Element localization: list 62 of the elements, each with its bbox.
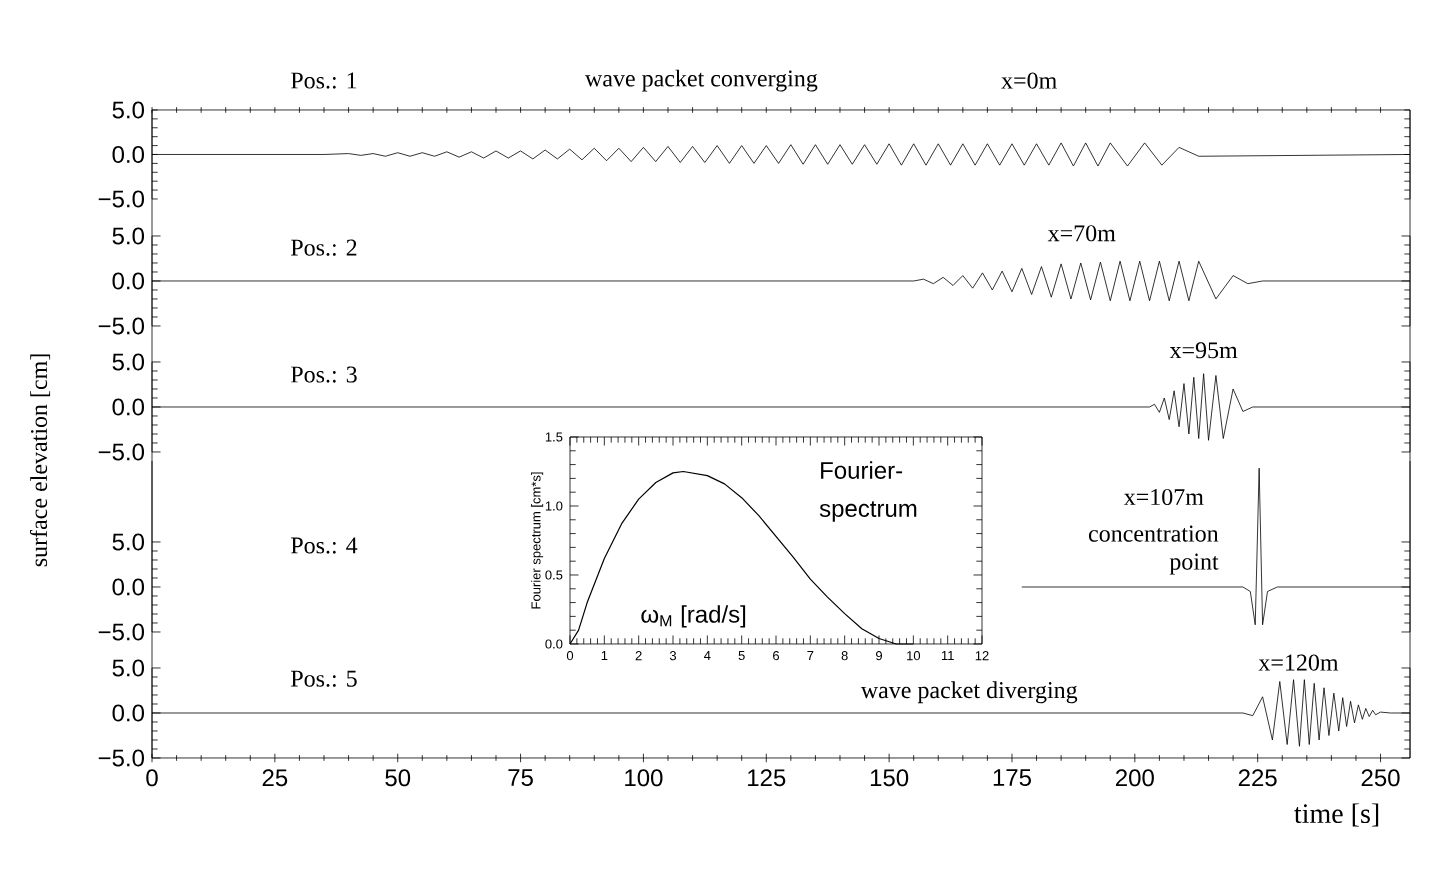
annotation: concentration point	[1088, 525, 1219, 575]
x-tick-label: 0	[566, 651, 574, 661]
y-tick-label: 5.0	[112, 659, 145, 677]
x-tick-label: 3	[669, 651, 677, 661]
x-tick-label: 250	[1361, 769, 1400, 787]
y-tick-label: 0.0	[112, 272, 145, 290]
y-tick-label: −5.0	[98, 443, 145, 461]
y-tick-label: 0.0	[112, 398, 145, 416]
y-tick-label: 0.5	[545, 570, 563, 580]
annotation: spectrum	[819, 501, 917, 522]
x-tick-label: 25	[262, 769, 288, 787]
annotation: Pos.: 5	[291, 670, 357, 687]
x-tick-label: 7	[807, 651, 814, 660]
x-tick-label: 11	[941, 651, 954, 660]
y-tick-label: −5.0	[98, 317, 145, 335]
x-tick-label: 150	[870, 769, 909, 787]
x-tick-label: 6	[773, 651, 780, 661]
x-tick-label: 9	[875, 651, 883, 661]
annotation: Pos.: 4	[291, 537, 358, 554]
y-tick-label: −5.0	[98, 623, 145, 641]
x-tick-label: 1	[601, 651, 608, 660]
x-tick-label: 50	[385, 769, 411, 787]
annotation: Pos.: 3	[291, 366, 357, 383]
x-tick-label: 10	[907, 651, 921, 661]
y-tick-label: 1.0	[545, 501, 563, 511]
text: x=0m	[1001, 72, 1057, 89]
text: wave packet converging	[585, 69, 818, 92]
x-tick-label: 175	[993, 769, 1031, 787]
y-axis-title: surface elevation [cm]	[29, 354, 51, 567]
y-tick-label: 0.0	[112, 704, 145, 722]
annotation: Pos.: 2	[291, 239, 357, 256]
x-axis-title: time [s]	[1294, 803, 1379, 827]
y-tick-label: 0.0	[545, 639, 563, 649]
annotation: wave packet diverging	[860, 681, 1078, 704]
x-tick-label: 4	[704, 651, 711, 660]
x-tick-label: 225	[1238, 769, 1277, 787]
x-tick-label: 2	[635, 651, 642, 661]
x-tick-label: 100	[625, 769, 663, 787]
y-axis-title: Fourier spectrum [cm*s]	[531, 472, 544, 609]
annotation: ω$_{M}$ [rad/s]	[641, 605, 746, 628]
x-tick-label: 0	[146, 769, 158, 787]
y-tick-label: −5.0	[98, 190, 145, 208]
y-tick-label: −5.0	[98, 749, 145, 767]
annotation: Fourier-	[821, 461, 903, 479]
y-tick-label: 0.0	[112, 145, 145, 163]
y-tick-label: 5.0	[112, 353, 145, 371]
annotation: x=107m	[1123, 488, 1204, 506]
text: x=95m	[1169, 342, 1238, 359]
y-tick-label: 5.0	[112, 227, 145, 245]
x-tick-label: 12	[975, 651, 989, 661]
x-tick-label: 8	[841, 651, 848, 661]
text: Pos.: 1	[291, 72, 357, 89]
annotation: x=120m	[1258, 654, 1339, 671]
y-tick-label: 1.5	[545, 432, 563, 442]
x-tick-label: 75	[508, 769, 533, 787]
y-tick-label: 5.0	[112, 533, 145, 551]
x-tick-label: 125	[748, 769, 786, 787]
x-tick-label: 200	[1116, 769, 1154, 787]
y-tick-label: 0.0	[112, 578, 145, 596]
x-tick-label: 5	[738, 651, 745, 661]
annotation: x=70m	[1047, 225, 1116, 242]
y-tick-label: 5.0	[112, 101, 145, 119]
